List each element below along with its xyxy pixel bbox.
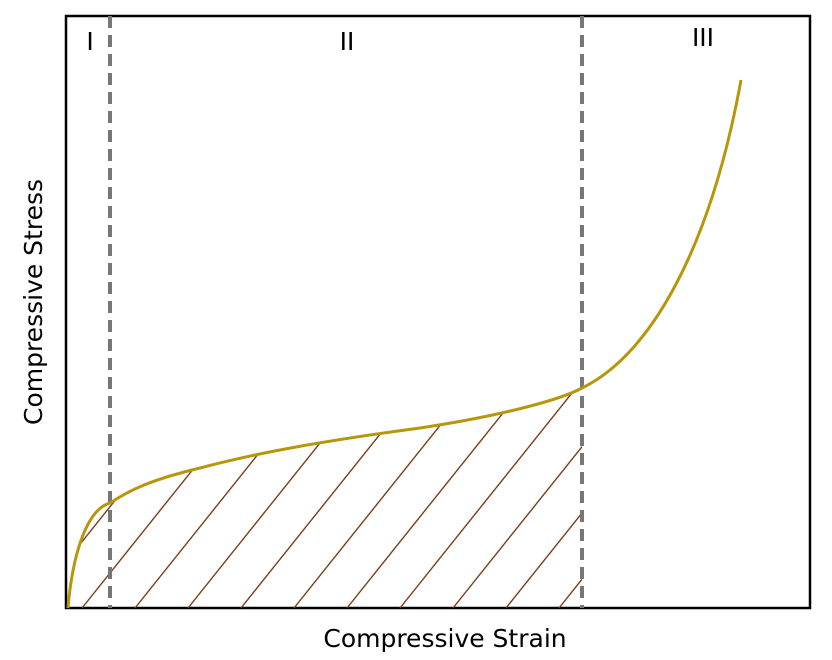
hatch-line [399, 388, 582, 608]
hatch-line [240, 388, 482, 608]
plot-frame [64, 14, 812, 610]
hatch-line [452, 388, 582, 608]
region-label: I [86, 27, 93, 56]
hatch-line [187, 388, 429, 608]
region-label: II [340, 27, 355, 56]
region-label: III [692, 23, 714, 52]
hatch-line [293, 388, 535, 608]
y-axis-label: Compressive Stress [19, 179, 48, 425]
hatch-line [134, 388, 376, 608]
hatch-line [505, 388, 582, 608]
stress-strain-curve [66, 79, 743, 609]
x-axis-label: Compressive Strain [323, 624, 566, 653]
hatch-line [346, 388, 582, 608]
